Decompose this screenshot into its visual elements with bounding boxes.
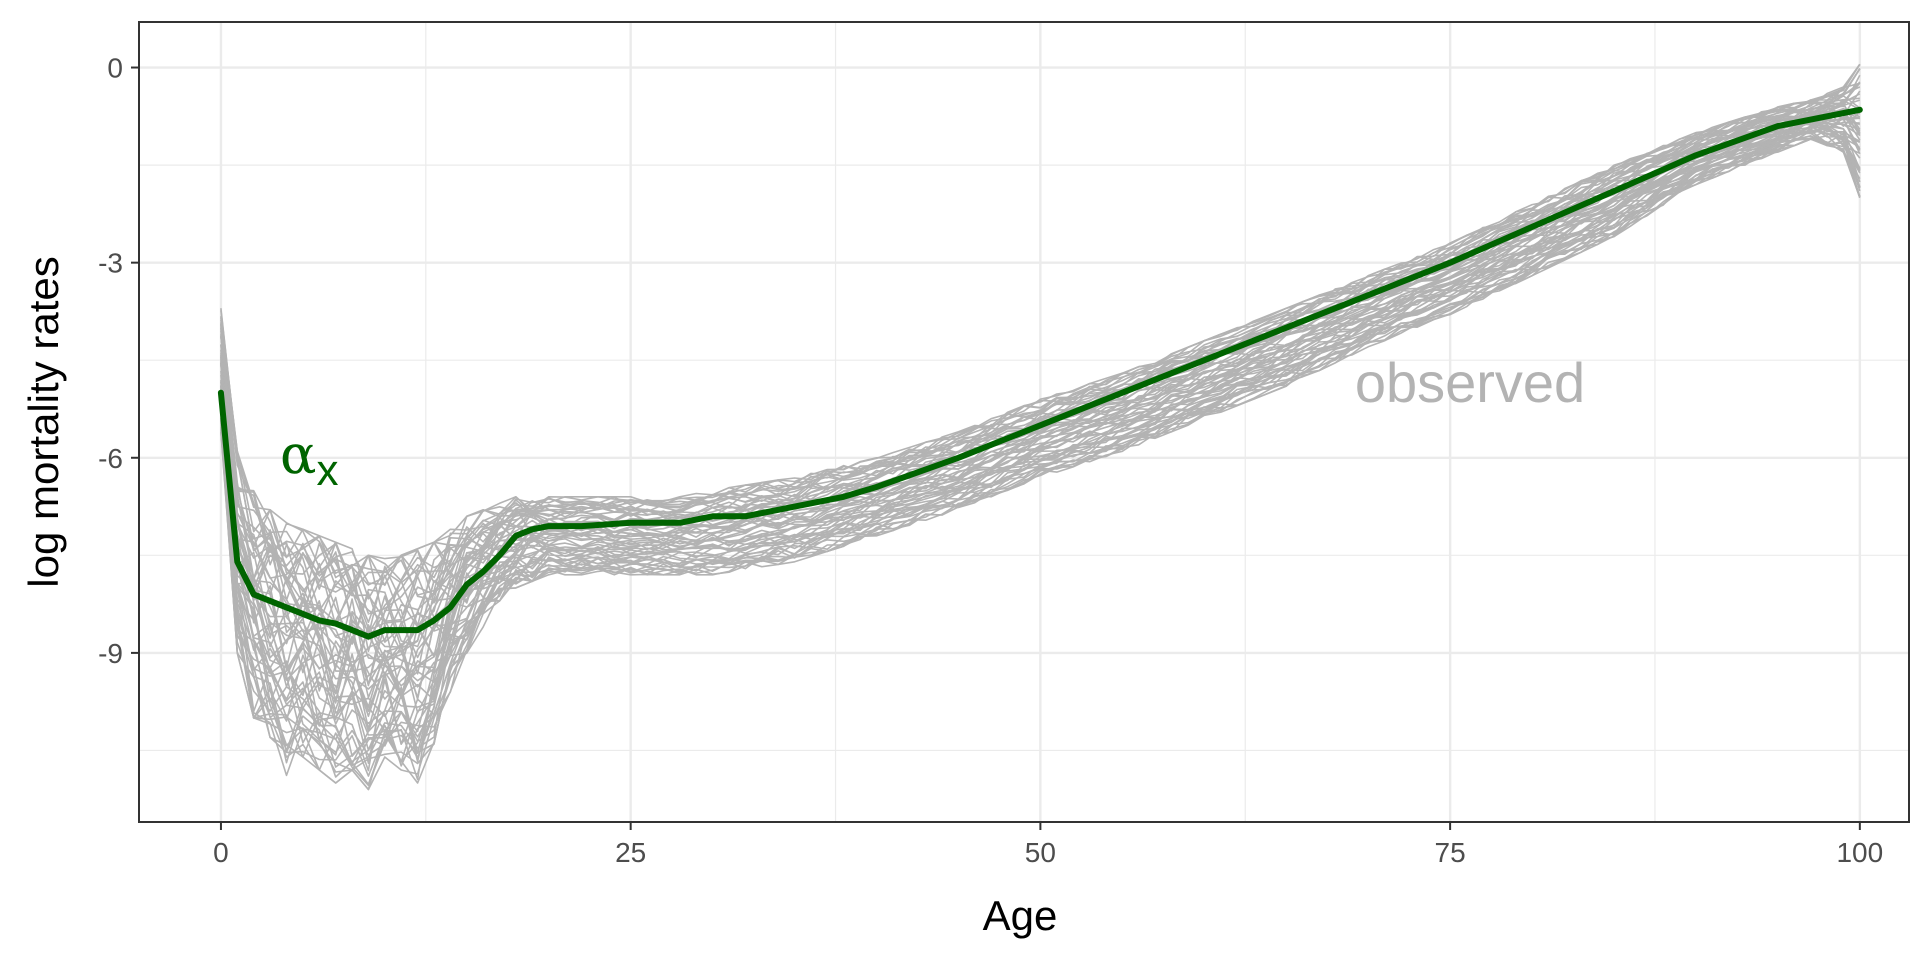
observed-line xyxy=(220,82,1861,601)
x-axis-title: Age xyxy=(983,892,1058,939)
alpha-series-line xyxy=(217,106,1863,640)
x-tick-label: 50 xyxy=(1025,837,1056,868)
observed-line xyxy=(220,135,1861,786)
observed-annotation: observed xyxy=(1355,351,1585,414)
observed-line xyxy=(220,119,1861,677)
observed-line xyxy=(220,138,1861,771)
x-tick-label: 25 xyxy=(615,837,646,868)
x-axis: 0 25 50 75 100 xyxy=(213,822,1883,868)
alpha-symbol: α xyxy=(280,423,316,486)
y-axis-title: log mortality rates xyxy=(20,256,67,587)
observed-line xyxy=(220,125,1861,740)
y-axis: 0 -3 -6 -9 xyxy=(98,53,139,669)
alpha-subscript: x xyxy=(316,446,338,495)
observed-line xyxy=(220,138,1861,791)
observed-line xyxy=(220,118,1861,714)
x-tick-label: 0 xyxy=(213,837,229,868)
y-tick-label: -6 xyxy=(98,443,123,474)
x-tick-label: 100 xyxy=(1836,837,1883,868)
x-tick-label: 75 xyxy=(1435,837,1466,868)
observed-line xyxy=(220,113,1861,699)
observed-line xyxy=(220,135,1861,767)
observed-line xyxy=(220,82,1861,635)
plot-border xyxy=(138,21,1910,823)
observed-lines xyxy=(220,63,1861,791)
y-tick-label: 0 xyxy=(107,53,123,84)
y-tick-label: -3 xyxy=(98,248,123,279)
y-tick-label: -9 xyxy=(98,638,123,669)
observed-line xyxy=(220,125,1861,756)
alpha-annotation: αx xyxy=(280,423,338,495)
